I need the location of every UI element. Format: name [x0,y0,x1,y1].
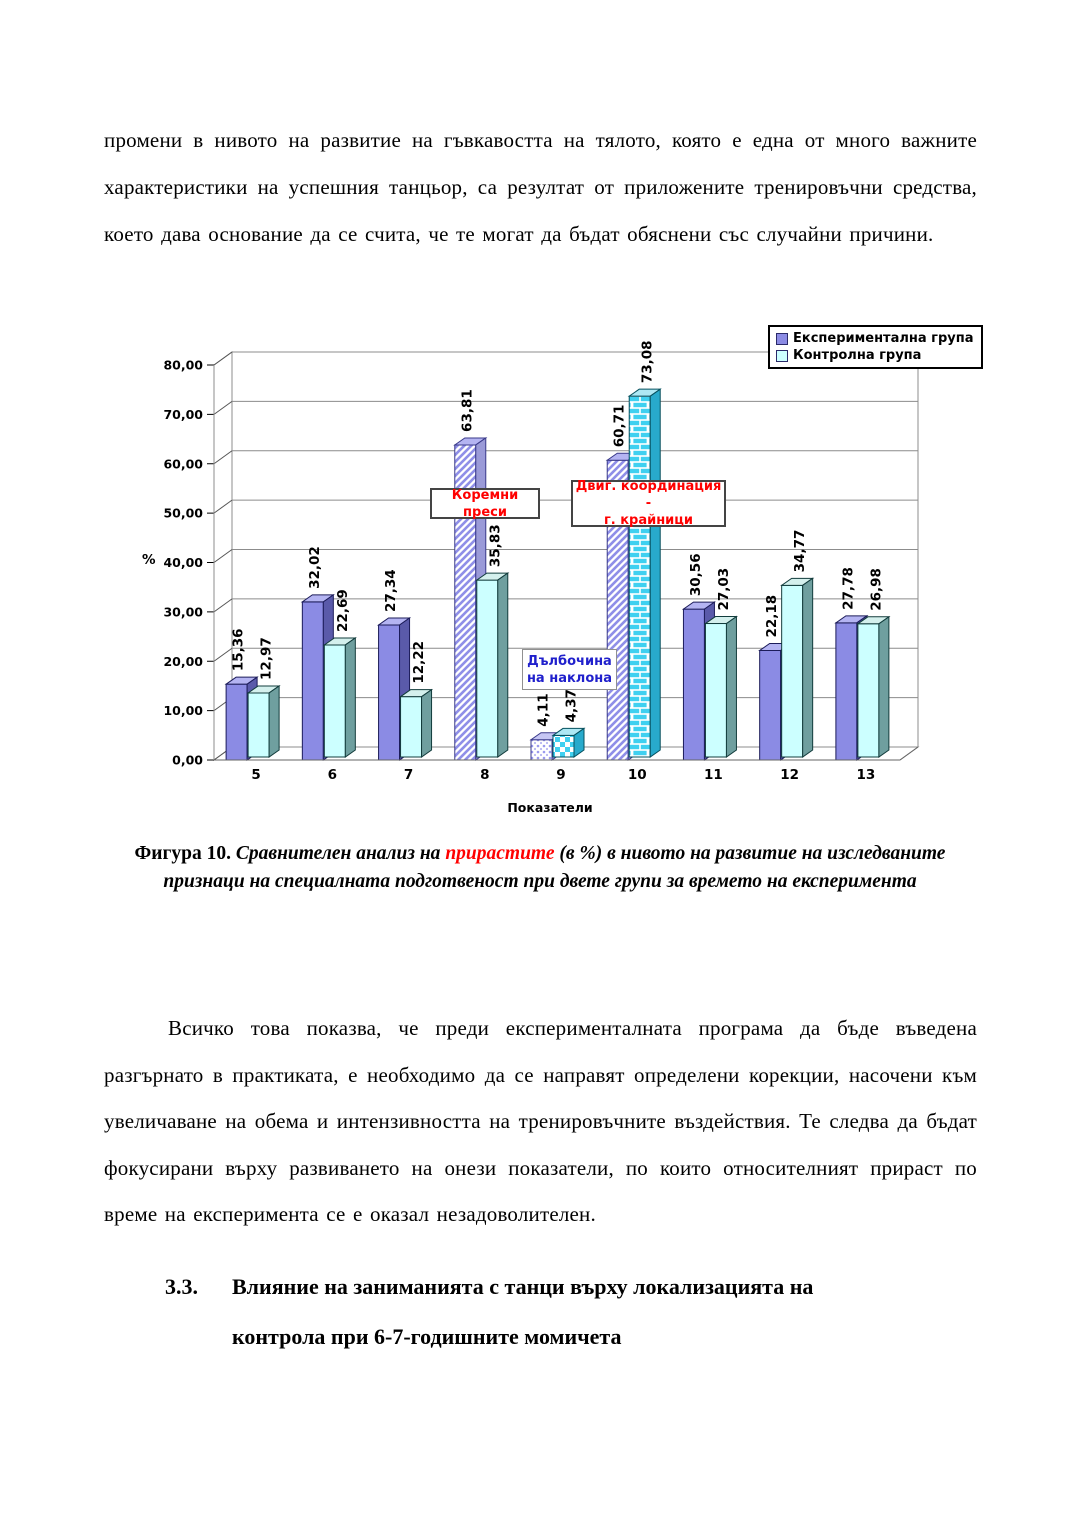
svg-text:32,02: 32,02 [307,546,323,589]
section-heading: 3.3. Влияние на заниманията с танци върх… [165,1262,925,1362]
legend-swatch-experimental [776,332,788,345]
svg-text:60,71: 60,71 [612,405,628,448]
svg-text:30,56: 30,56 [688,553,704,596]
svg-text:50,00: 50,00 [163,506,203,521]
svg-text:12: 12 [780,767,799,783]
svg-text:22,18: 22,18 [764,595,780,638]
chart-legend: Експериментална група Контролна група [768,325,984,369]
svg-text:63,81: 63,81 [459,389,475,432]
svg-text:27,78: 27,78 [840,567,856,610]
svg-text:80,00: 80,00 [163,358,203,373]
legend-label-experimental: Експериментална група [793,331,974,346]
svg-text:20,00: 20,00 [163,654,203,669]
svg-text:8: 8 [480,767,489,783]
caption-text-1: Сравнителен анализ на [235,843,446,864]
paragraph-bottom: Всичко това показва, че преди експеримен… [104,1016,977,1226]
svg-text:70,00: 70,00 [163,407,203,422]
svg-text:6: 6 [328,767,337,783]
legend-label-control: Контролна група [793,348,922,363]
svg-text:15,36: 15,36 [231,628,247,671]
svg-text:0,00: 0,00 [172,753,203,768]
caption-prefix: Фигура 10. [134,843,236,864]
legend-item-experimental: Експериментална група [776,330,973,347]
svg-text:27,03: 27,03 [716,568,732,611]
svg-text:22,69: 22,69 [335,589,351,632]
svg-text:27,34: 27,34 [383,569,399,612]
legend-swatch-control [776,349,788,362]
annotation-dalbochina-naklona: Дълбочина на наклона [522,649,617,690]
svg-text:12,97: 12,97 [259,637,275,680]
svg-text:40,00: 40,00 [163,555,203,570]
annotation-koremni-presi: Коремни преси [430,488,540,520]
figure-10-chart: 0,00 10,00 20,00 30,00 40,00 50,00 60,00 70,00 8… [80,312,1020,827]
svg-text:9: 9 [556,767,565,783]
bar-chart-canvas: 0,00 10,00 20,00 30,00 40,00 50,00 60,00 70,00 8… [142,340,920,815]
section-title: Влияние на заниманията с танци върху лок… [232,1274,814,1349]
svg-text:10,00: 10,00 [163,703,203,718]
svg-text:%: % [142,552,156,568]
svg-text:13: 13 [856,767,875,783]
caption-text-2: (в %) в нивото на развитие на изследвани… [163,843,946,892]
svg-text:26,98: 26,98 [868,568,884,611]
svg-text:35,83: 35,83 [487,524,503,567]
svg-text:30,00: 30,00 [163,604,203,619]
caption-red-word: прирастите [445,843,555,864]
annotation-dvig-koordinacia: Двиг. координация - г. крайници [571,479,726,528]
svg-text:73,08: 73,08 [640,340,656,383]
legend-item-control: Контролна група [776,347,973,364]
svg-text:11: 11 [704,767,723,783]
paragraph-top: промени в нивото на развитие на гъвкавос… [104,128,977,246]
svg-text:4,11: 4,11 [536,693,552,726]
svg-text:12,22: 12,22 [411,641,427,684]
svg-text:4,37: 4,37 [564,689,580,722]
svg-text:Показатели: Показатели [507,800,592,815]
svg-text:7: 7 [404,767,413,783]
svg-text:60,00: 60,00 [163,456,203,471]
svg-text:10: 10 [628,767,647,783]
figure-caption: Фигура 10. Сравнителен анализ на прираст… [100,840,980,895]
svg-text:5: 5 [251,767,260,783]
svg-text:34,77: 34,77 [792,530,808,573]
section-number: 3.3. [165,1274,198,1299]
